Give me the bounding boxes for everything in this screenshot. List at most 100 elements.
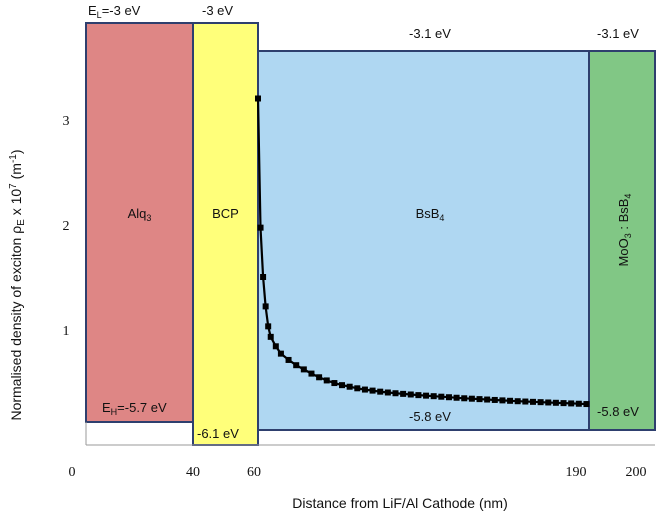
homo-label-moo3: -5.8 eV — [597, 404, 639, 419]
y-title-unit: (m — [8, 163, 24, 183]
data-point — [461, 395, 468, 402]
data-point — [507, 397, 514, 404]
data-point — [308, 370, 315, 377]
data-point — [323, 377, 330, 384]
homo-label-alq3-part: =-5.7 eV — [117, 400, 167, 415]
series-group — [255, 95, 590, 408]
data-point — [272, 343, 279, 350]
axis-baseline-group — [85, 422, 655, 446]
layer-band-1 — [85, 22, 194, 423]
data-point — [316, 374, 323, 381]
y-tick-label-2: 2 — [63, 219, 70, 234]
y-title-sub: E — [16, 219, 27, 226]
data-point — [499, 397, 506, 404]
layer-band-2 — [192, 22, 259, 446]
layer-name-moo3-bsb4: MoO3 : BsB4 — [616, 194, 633, 267]
homo-label-alq3-part: E — [102, 400, 111, 415]
data-point — [468, 395, 475, 402]
data-point — [476, 396, 483, 403]
lumo-label-alq3: EL=-3 eV — [88, 3, 141, 20]
x-tick-label-40: 40 — [186, 465, 200, 480]
layer-name-moo3-part: MoO — [616, 238, 631, 266]
x-axis-title: Distance from LiF/Al Cathode (nm) — [292, 495, 508, 511]
layer-name-alq3-sub: 3 — [146, 213, 151, 223]
data-point — [293, 362, 300, 369]
lumo-label-alq3-sub: L — [97, 10, 102, 20]
data-point — [568, 400, 575, 407]
lumo-label-alq3-part: E — [88, 3, 97, 18]
data-point — [415, 392, 422, 399]
x-tick-label-0: 0 — [69, 465, 76, 480]
x-tick-label-60: 60 — [247, 465, 261, 480]
lumo-label-bcp: -3 eV — [202, 3, 233, 18]
data-point — [545, 399, 552, 406]
data-point — [262, 303, 269, 310]
data-point — [529, 398, 536, 405]
data-point — [361, 386, 368, 393]
layer-name-bsb-sub: 4 — [623, 194, 633, 199]
data-point — [400, 390, 407, 397]
layer-name-bcp: BCP — [212, 206, 239, 221]
data-point — [260, 274, 267, 280]
homo-label-alq3: EH=-5.7 eV — [102, 400, 167, 417]
data-point — [438, 393, 445, 400]
y-title-unit-sup: -1 — [8, 154, 19, 163]
data-point — [484, 396, 491, 403]
data-point — [255, 95, 261, 102]
y-title-mid: x 10 — [8, 189, 24, 220]
data-point — [377, 388, 384, 395]
data-point — [445, 394, 452, 401]
data-point — [265, 323, 272, 330]
y-title-end: ) — [8, 149, 24, 154]
homo-label-bcp: -6.1 eV — [197, 426, 239, 441]
data-point — [354, 385, 361, 392]
data-point — [346, 383, 353, 390]
y-axis-title: Normalised density of exciton ρE x 107 (… — [8, 149, 27, 420]
layer-name-alq3-part: Alq — [128, 206, 147, 221]
layer-name-bsb-part: : BsB — [616, 199, 631, 234]
data-point — [300, 366, 307, 373]
data-point — [339, 382, 346, 389]
y-tick-label-1: 1 — [63, 324, 70, 339]
data-point — [560, 400, 567, 407]
data-point — [257, 224, 264, 231]
layer-band-group — [85, 22, 656, 446]
y-title-prefix: Normalised density of exciton ρ — [8, 226, 24, 421]
layer-name-bsb4-sub: 4 — [439, 213, 444, 223]
data-point — [514, 398, 521, 405]
data-point — [384, 389, 391, 396]
data-point — [430, 393, 437, 400]
x-tick-label-200: 200 — [626, 465, 647, 480]
data-point — [522, 398, 529, 405]
lumo-label-moo3: -3.1 eV — [597, 26, 639, 41]
data-point — [537, 399, 544, 406]
homo-label-bsb4: -5.8 eV — [409, 409, 451, 424]
tick-label-group: 0 40 60 190 200 1 2 3 — [63, 114, 647, 480]
data-point — [583, 401, 590, 408]
data-point — [453, 394, 460, 401]
layer-name-bsb4: BsB4 — [416, 206, 445, 223]
data-point — [491, 396, 498, 403]
layer-band-3 — [257, 50, 590, 431]
layer-band-4 — [588, 50, 656, 431]
data-point — [285, 356, 292, 363]
data-point — [267, 333, 274, 340]
layer-name-alq3: Alq3 — [128, 206, 152, 223]
layer-name-moo3-sub: 3 — [623, 233, 633, 238]
y-tick-label-3: 3 — [63, 114, 70, 129]
y-title-sup: 7 — [8, 183, 19, 189]
data-point — [369, 387, 376, 394]
homo-label-alq3-sub: H — [111, 407, 118, 417]
data-point — [392, 390, 399, 397]
x-tick-label-190: 190 — [566, 465, 587, 480]
layer-name-bsb4-part: BsB — [416, 206, 440, 221]
data-point — [552, 399, 559, 406]
data-point — [331, 380, 338, 387]
data-point — [423, 392, 430, 399]
data-point — [277, 350, 284, 357]
lumo-label-alq3-part: =-3 eV — [102, 3, 141, 18]
lumo-label-bsb4: -3.1 eV — [409, 26, 451, 41]
data-point — [407, 391, 414, 398]
